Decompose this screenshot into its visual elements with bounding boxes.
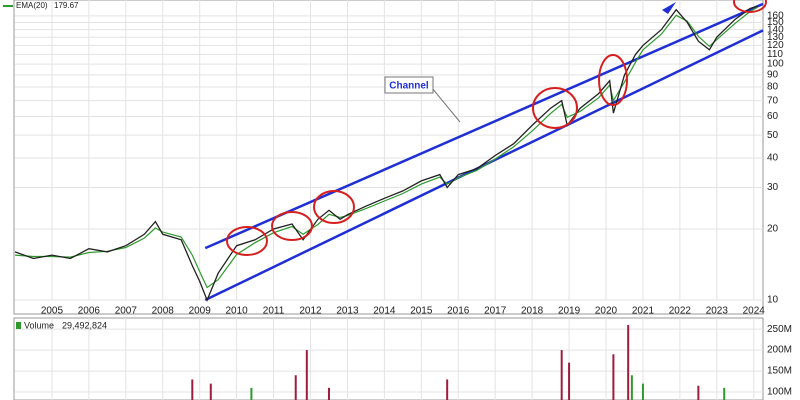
legend-label: EMA(20): [16, 1, 48, 10]
arrow: [662, 2, 676, 14]
x-tick-label: 2020: [595, 306, 618, 317]
x-tick-label: 2021: [632, 306, 655, 317]
x-tick-label: 2008: [152, 306, 175, 317]
y-tick-label: 120: [767, 40, 784, 51]
volume-bar: [191, 379, 194, 400]
volume-bar: [630, 375, 633, 400]
volume-bar: [568, 362, 571, 400]
volume-bar: [327, 387, 330, 400]
y-tick-label: 100M: [767, 387, 792, 398]
x-tick-label: 2014: [373, 306, 396, 317]
x-tick-label: 2019: [558, 306, 581, 317]
x-tick-label: 2012: [299, 306, 322, 317]
legend-value: 179.67: [54, 1, 79, 10]
x-tick-label: 2018: [521, 306, 544, 317]
volume-bar: [723, 387, 726, 400]
y-tick-label: 90: [767, 70, 779, 81]
y-tick-label: 200M: [767, 345, 792, 356]
volume-bar: [641, 383, 644, 400]
legend-swatch: [16, 322, 21, 329]
y-tick-label: 140: [767, 24, 784, 35]
volume-bar: [294, 375, 297, 400]
volume-bar: [560, 350, 563, 400]
circle: [313, 190, 355, 224]
volume-title: Volume: [24, 320, 54, 330]
plot-area: [14, 2, 764, 400]
x-tick-label: 2017: [484, 306, 507, 317]
circle: [733, 0, 767, 13]
circle: [598, 54, 628, 106]
channel-line: [204, 2, 764, 250]
volume-bar: [612, 354, 615, 400]
y-tick-label: 50: [767, 130, 779, 141]
y-tick-label: 80: [767, 82, 779, 93]
callout-line: [431, 87, 461, 123]
y-tick-label: 150M: [767, 366, 792, 377]
x-tick-label: 2006: [78, 306, 101, 317]
circle: [532, 87, 578, 129]
x-tick-label: 2005: [41, 306, 64, 317]
x-tick-label: 2007: [115, 306, 138, 317]
x-tick-label: 2013: [336, 306, 359, 317]
y-tick-label: 130: [767, 32, 784, 43]
volume-bar: [305, 350, 308, 400]
y-tick-label: 20: [767, 224, 779, 235]
highlight-circles: [226, 0, 767, 256]
y-tick-label: 70: [767, 95, 779, 106]
x-tick-label: 2010: [226, 306, 249, 317]
y-tick-label: 110: [767, 49, 783, 60]
y-tick-label: 150: [767, 17, 784, 28]
series-line: [14, 5, 758, 302]
volume-bar: [697, 385, 700, 400]
y-tick-label: 40: [767, 153, 779, 164]
x-tick-label: 2011: [263, 306, 285, 317]
y-tick-label: 160: [767, 11, 784, 22]
volume-last: 29,492,824: [62, 320, 107, 330]
y-tick-label: 30: [767, 182, 779, 193]
x-tick-label: 2015: [410, 306, 433, 317]
volume-bar: [209, 383, 212, 400]
y-tick-label: 250M: [767, 324, 792, 335]
volume-panel: [13, 317, 764, 400]
x-tick-label: 2016: [447, 306, 470, 317]
x-tick-label: 2009: [189, 306, 212, 317]
y-tick-label: 100: [767, 59, 784, 70]
annotation: Channel: [389, 81, 429, 92]
volume-bar: [446, 379, 449, 400]
circle: [226, 226, 268, 256]
x-tick-label: 2022: [669, 306, 692, 317]
price-panel: [13, 0, 764, 315]
volume-bar: [250, 387, 253, 400]
y-tick-label: 10: [767, 295, 779, 306]
volume-bar: [627, 324, 630, 400]
circle: [271, 211, 313, 241]
callout-box: [384, 76, 434, 94]
y-tick-label: 60: [767, 111, 779, 122]
x-tick-label: 2023: [706, 306, 729, 317]
x-tick-label: 2024: [743, 306, 766, 317]
